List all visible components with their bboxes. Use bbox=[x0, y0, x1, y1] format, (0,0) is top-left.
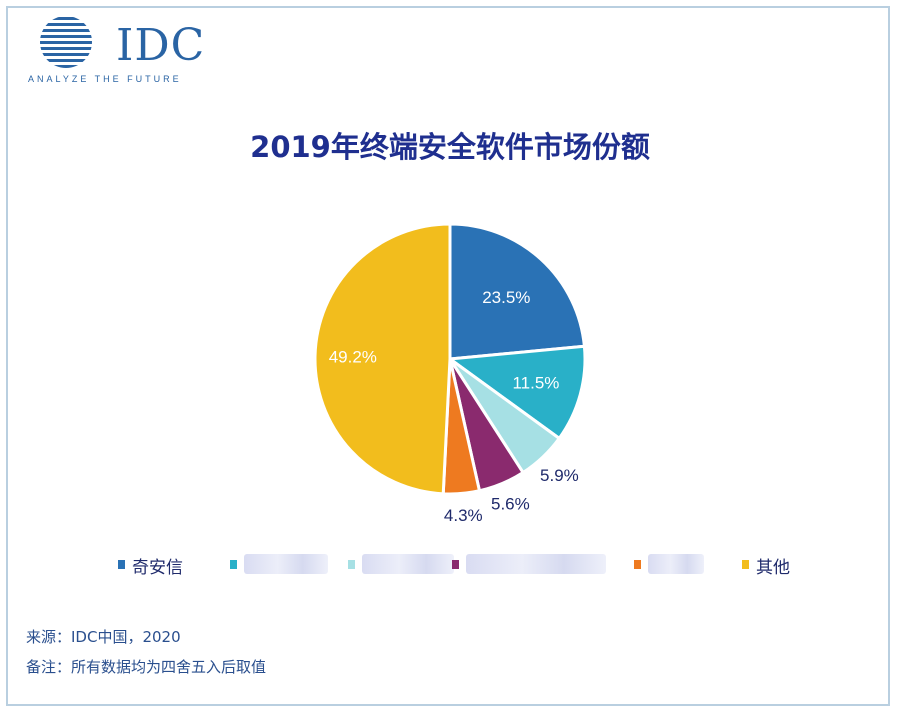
legend-swatch bbox=[452, 560, 459, 569]
remark-note: 备注：所有数据均为四舍五入后取值 bbox=[26, 658, 267, 676]
source-note: 来源：IDC中国，2020 bbox=[26, 628, 181, 646]
logo-tagline: ANALYZE THE FUTURE bbox=[28, 74, 182, 84]
slice-value-label-1: 23.5% bbox=[482, 288, 530, 307]
chart-title: 2019年终端安全软件市场份额 bbox=[250, 130, 650, 164]
slice-value-label-3: 5.9% bbox=[540, 466, 579, 485]
slice-value-label-6: 49.2% bbox=[329, 348, 377, 367]
slice-value-label-4: 5.6% bbox=[491, 494, 530, 513]
legend-swatch bbox=[118, 560, 125, 569]
legend-label-redacted bbox=[244, 554, 328, 574]
idc-globe-icon bbox=[40, 17, 92, 68]
legend-swatch bbox=[742, 560, 749, 569]
legend-swatch bbox=[230, 560, 237, 569]
legend-label-redacted bbox=[466, 554, 606, 574]
pie-slice-2 bbox=[445, 344, 587, 441]
legend-label-redacted bbox=[362, 554, 454, 574]
legend-swatch bbox=[348, 560, 355, 569]
logo-wordmark: IDC bbox=[116, 20, 206, 71]
idc-logo: IDC ANALYZE THE FUTURE bbox=[28, 14, 218, 84]
legend-swatch bbox=[634, 560, 641, 569]
slice-value-label-2: 11.5% bbox=[512, 374, 559, 393]
legend-label: 奇安信 bbox=[132, 558, 183, 578]
pie-slice-1 bbox=[448, 222, 587, 361]
slice-value-label-5: 4.3% bbox=[444, 506, 483, 525]
pie-slice-6 bbox=[313, 222, 452, 496]
chart-legend: 奇安信 其他 bbox=[118, 550, 818, 580]
legend-label-redacted bbox=[648, 554, 704, 574]
legend-label: 其他 bbox=[756, 558, 790, 578]
